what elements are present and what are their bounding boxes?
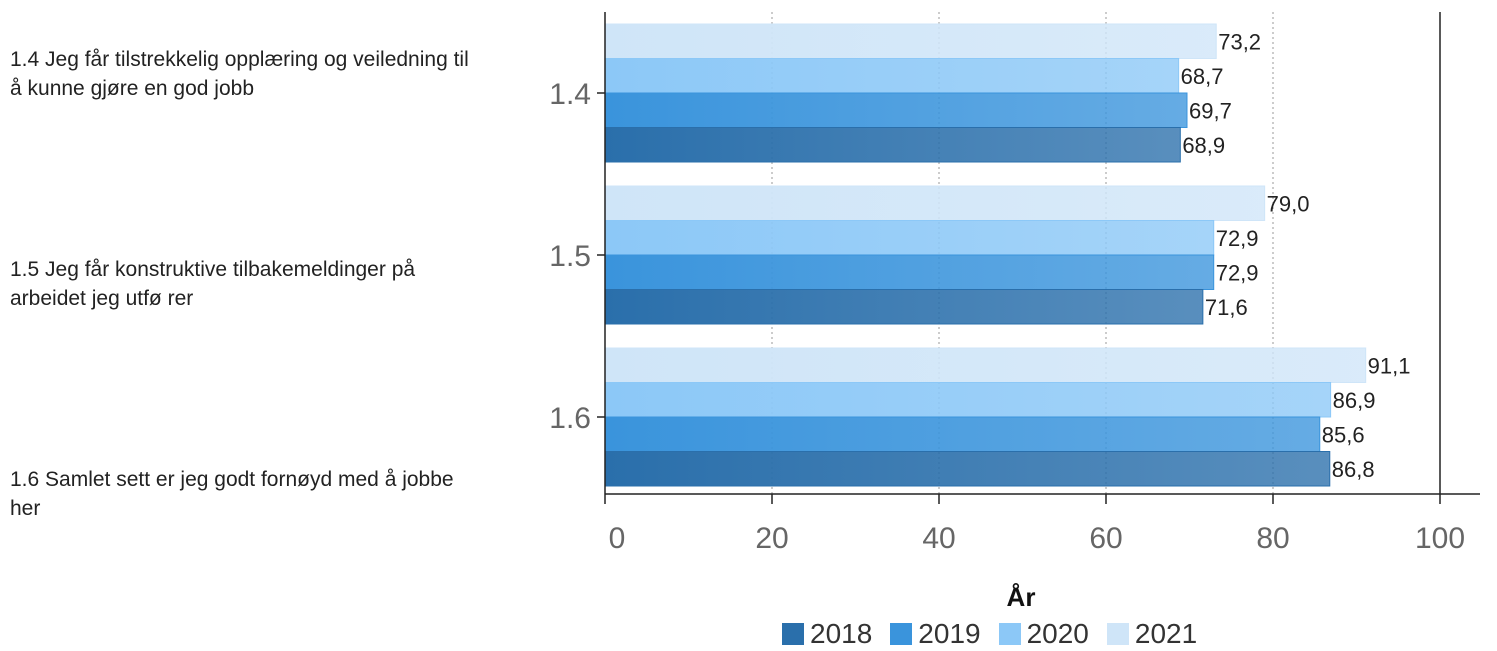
bar-1-4-2018 [604, 127, 1181, 163]
bar-chart: 73,2 68,7 69,7 68,9 1.4 79,0 72,9 72,9 71,6 1.5 91… [549, 12, 1480, 555]
legend-swatch-2020 [998, 623, 1021, 645]
question-label-1-6: 1.6 Samlet sett er jeg godt fornøyd med … [10, 468, 454, 520]
legend-title: År [1006, 582, 1036, 612]
question-label-1-5: 1.5 Jeg får konstruktive tilbakemeldinge… [10, 258, 416, 310]
x-tick-label-80: 80 [1256, 522, 1289, 555]
legend-item-2019[interactable]: 2019 [890, 618, 981, 650]
y-tick-label-1-4: 1.4 [549, 78, 591, 111]
legend: 2018 2019 2020 2021 [782, 618, 1197, 650]
x-tick-label-60: 60 [1089, 522, 1122, 555]
data-label-1-6-2020: 86,9 [1333, 388, 1376, 413]
legend-swatch-2019 [890, 623, 913, 645]
legend-item-2021[interactable]: 2021 [1106, 618, 1198, 650]
data-label-1-4-2018: 68,9 [1182, 133, 1225, 158]
legend-swatch-2021 [1106, 623, 1129, 645]
question-label-1-4: 1.4 Jeg får tilstrekkelig opplæring og v… [10, 48, 469, 100]
legend-label-2021: 2021 [1134, 618, 1198, 649]
legend-item-2020[interactable]: 2020 [998, 618, 1089, 650]
legend-item-2018[interactable]: 2018 [782, 618, 872, 650]
y-tick-label-1-5: 1.5 [549, 240, 591, 273]
data-label-1-6-2019: 85,6 [1322, 422, 1365, 447]
data-label-1-5-2021: 79,0 [1267, 191, 1310, 216]
x-tick-label-20: 20 [755, 522, 788, 555]
bar-1-4-2020 [604, 58, 1180, 94]
bar-1-5-2020 [604, 220, 1215, 256]
x-tick-label-0: 0 [609, 522, 626, 555]
legend-swatch-2018 [782, 623, 804, 645]
data-label-1-4-2019: 69,7 [1189, 98, 1232, 123]
bar-1-4-2021 [604, 23, 1217, 59]
legend-label-2019: 2019 [918, 618, 981, 649]
bar-1-6-2020 [604, 382, 1332, 418]
data-label-1-5-2019: 72,9 [1216, 260, 1259, 285]
y-tick-label-1-6: 1.6 [549, 402, 591, 435]
x-tick-label-100: 100 [1415, 522, 1465, 555]
bar-1-4-2019 [604, 92, 1188, 128]
data-label-1-5-2018: 71,6 [1205, 295, 1248, 320]
legend-label-2020: 2020 [1026, 618, 1089, 649]
bar-1-5-2019 [604, 254, 1215, 290]
data-label-1-5-2020: 72,9 [1216, 226, 1259, 251]
bar-1-6-2019 [604, 416, 1321, 452]
bar-1-5-2018 [604, 289, 1204, 325]
x-tick-label-40: 40 [922, 522, 955, 555]
bar-1-6-2021 [604, 347, 1367, 383]
bar-1-6-2018 [604, 451, 1331, 487]
data-label-1-6-2018: 86,8 [1332, 457, 1375, 482]
data-label-1-4-2020: 68,7 [1181, 64, 1224, 89]
legend-label-2018: 2018 [810, 618, 873, 649]
bar-1-5-2021 [604, 185, 1266, 221]
data-label-1-6-2021: 91,1 [1368, 353, 1411, 378]
data-label-1-4-2021: 73,2 [1218, 29, 1261, 54]
